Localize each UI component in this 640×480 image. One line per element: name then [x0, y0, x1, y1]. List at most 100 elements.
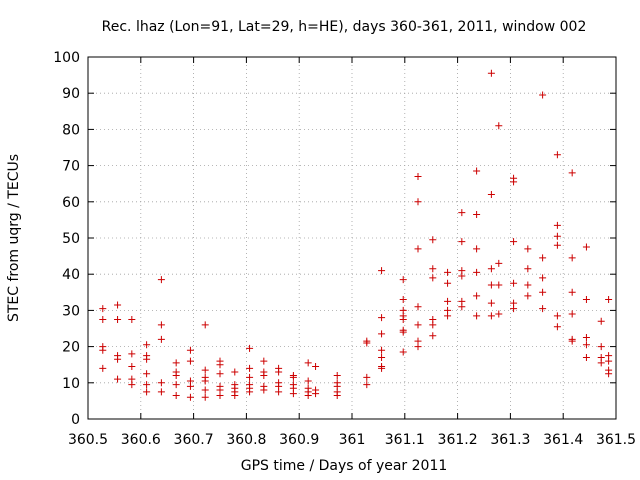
- data-point: [157, 379, 165, 387]
- data-point: [539, 305, 547, 313]
- data-point: [304, 359, 312, 367]
- data-point: [114, 315, 122, 323]
- data-point: [414, 172, 422, 180]
- x-tick-label: 361.5: [596, 432, 636, 448]
- data-point: [487, 281, 495, 289]
- data-point: [553, 221, 561, 229]
- data-point: [399, 328, 407, 336]
- data-point: [495, 259, 503, 267]
- x-tick-label: 360.7: [174, 432, 214, 448]
- data-point: [524, 292, 532, 300]
- data-point: [363, 381, 371, 389]
- data-point: [216, 391, 224, 399]
- data-point: [510, 238, 518, 246]
- data-point: [172, 359, 180, 367]
- data-point: [487, 299, 495, 307]
- data-point: [473, 312, 481, 320]
- data-point: [444, 312, 452, 320]
- data-point: [260, 386, 268, 394]
- data-point: [114, 355, 122, 363]
- data-point: [304, 391, 312, 399]
- y-tick-label: 30: [62, 303, 80, 319]
- data-point: [399, 315, 407, 323]
- data-point: [473, 268, 481, 276]
- data-point: [201, 386, 209, 394]
- x-tick-label: 361: [339, 432, 366, 448]
- data-point: [128, 350, 136, 358]
- data-point: [201, 321, 209, 329]
- data-point: [172, 381, 180, 389]
- data-point: [304, 377, 312, 385]
- chart-title: Rec. lhaz (Lon=91, Lat=29, h=HE), days 3…: [102, 19, 587, 35]
- data-point: [333, 391, 341, 399]
- x-tick-label: 360.9: [279, 432, 319, 448]
- data-point: [582, 334, 590, 342]
- data-point: [399, 276, 407, 284]
- data-point: [378, 353, 386, 361]
- data-point: [99, 364, 107, 372]
- data-point: [473, 210, 481, 218]
- y-tick-label: 10: [62, 376, 80, 392]
- data-point: [128, 381, 136, 389]
- data-point: [414, 321, 422, 329]
- y-tick-label: 70: [62, 159, 80, 175]
- data-point: [582, 341, 590, 349]
- x-tick-label: 361.4: [543, 432, 583, 448]
- data-point: [568, 288, 576, 296]
- data-point: [539, 274, 547, 282]
- data-point: [473, 245, 481, 253]
- y-tick-label: 40: [62, 267, 80, 283]
- data-point: [378, 330, 386, 338]
- data-point: [539, 91, 547, 99]
- data-point: [495, 310, 503, 318]
- data-point: [553, 312, 561, 320]
- data-point: [114, 301, 122, 309]
- data-point: [458, 238, 466, 246]
- y-tick-label: 80: [62, 122, 80, 138]
- data-point: [524, 281, 532, 289]
- data-point: [568, 169, 576, 177]
- data-point: [157, 276, 165, 284]
- data-point: [539, 254, 547, 262]
- data-point: [186, 357, 194, 365]
- data-point: [414, 245, 422, 253]
- data-point: [143, 370, 151, 378]
- data-point: [597, 359, 605, 367]
- data-point: [186, 382, 194, 390]
- data-point: [597, 317, 605, 325]
- data-point: [399, 296, 407, 304]
- data-point: [510, 279, 518, 287]
- data-point: [429, 332, 437, 340]
- data-point: [260, 372, 268, 380]
- data-point: [429, 236, 437, 244]
- data-point: [114, 375, 122, 383]
- data-point: [378, 267, 386, 275]
- x-tick-label: 361.3: [490, 432, 530, 448]
- data-point: [553, 232, 561, 240]
- data-point: [246, 364, 254, 372]
- y-tick-label: 90: [62, 86, 80, 102]
- data-point: [524, 245, 532, 253]
- data-point: [99, 305, 107, 313]
- data-point: [143, 388, 151, 396]
- data-point: [201, 377, 209, 385]
- data-point: [487, 191, 495, 199]
- data-point: [231, 368, 239, 376]
- data-point: [289, 373, 297, 381]
- x-axis-label: GPS time / Days of year 2011: [241, 458, 448, 474]
- x-tick-label: 360.5: [68, 432, 108, 448]
- data-point: [312, 363, 320, 371]
- data-point: [539, 288, 547, 296]
- data-point: [143, 381, 151, 389]
- x-axis-tick-labels: 360.5 360.6 360.7 360.8 360.9 361 361.1 361.2 36…: [68, 432, 636, 448]
- data-point: [260, 357, 268, 365]
- data-point: [582, 243, 590, 251]
- data-point: [458, 209, 466, 217]
- data-points: [99, 69, 613, 401]
- data-point: [246, 388, 254, 396]
- data-point: [157, 321, 165, 329]
- data-point: [473, 292, 481, 300]
- data-point: [510, 305, 518, 313]
- data-point: [231, 391, 239, 399]
